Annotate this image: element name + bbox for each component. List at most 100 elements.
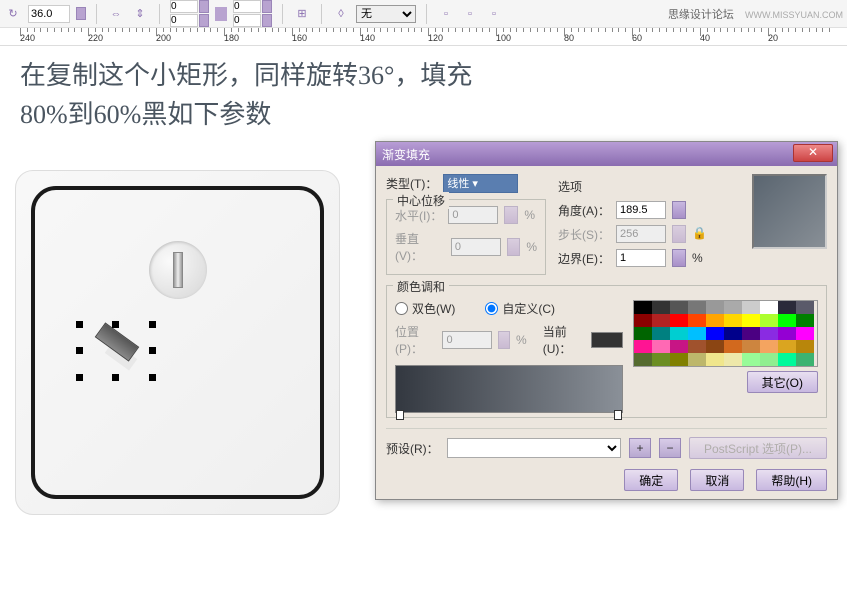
other-colors-button[interactable]: 其它(O) [747,371,818,393]
handle-tr[interactable] [149,321,156,328]
handle-ml[interactable] [76,347,83,354]
align-icon[interactable]: ⊞ [293,5,311,23]
color-swatch[interactable] [688,353,706,366]
cancel-button[interactable]: 取消 [690,469,744,491]
mirror-v-icon[interactable]: ⇕ [131,5,149,23]
outline-select[interactable]: 无 [356,5,416,23]
x2-input[interactable] [233,0,261,13]
color-swatch[interactable] [670,301,688,314]
current-color-swatch[interactable] [591,332,623,348]
color-swatch[interactable] [706,301,724,314]
color-swatch[interactable] [634,353,652,366]
handle-br[interactable] [149,374,156,381]
close-button[interactable]: ✕ [793,144,833,162]
color-swatch[interactable] [670,314,688,327]
color-swatch[interactable] [724,314,742,327]
rotation-input[interactable] [28,5,70,23]
color-swatch[interactable] [742,340,760,353]
color-swatch[interactable] [634,327,652,340]
color-swatch[interactable] [688,301,706,314]
lock-icon[interactable] [215,7,227,21]
color-swatch[interactable] [634,340,652,353]
remove-preset-button[interactable]: − [659,438,681,458]
handle-mr[interactable] [149,347,156,354]
color-swatch[interactable] [796,301,814,314]
color-swatch[interactable] [688,340,706,353]
edge-input[interactable] [616,249,666,267]
color-swatch[interactable] [796,314,814,327]
edge-spinner[interactable] [672,249,686,267]
color-swatch[interactable] [742,353,760,366]
color-swatch[interactable] [670,340,688,353]
color-swatch[interactable] [778,314,796,327]
add-preset-button[interactable]: + [629,438,651,458]
x1-spinner[interactable] [199,0,209,13]
gradient-stop-1[interactable] [396,410,404,420]
color-swatch[interactable] [742,314,760,327]
gradient-editor[interactable] [395,365,623,413]
steps-lock-icon[interactable]: 🔒 [692,226,708,242]
rounded-frame [31,186,324,499]
color-swatch[interactable] [634,301,652,314]
color-swatch[interactable] [652,301,670,314]
color-swatch[interactable] [760,327,778,340]
postscript-button: PostScript 选项(P)... [689,437,827,459]
color-swatch[interactable] [706,314,724,327]
handle-tl[interactable] [76,321,83,328]
dialog-titlebar[interactable]: 渐变填充 ✕ [376,142,837,166]
help-button[interactable]: 帮助(H) [756,469,827,491]
x1-input[interactable] [170,0,198,13]
angle-input[interactable] [616,201,666,219]
tool2-icon[interactable]: ▫ [461,5,479,23]
handle-bc[interactable] [112,374,119,381]
color-swatch[interactable] [760,301,778,314]
color-swatch[interactable] [724,327,742,340]
color-swatch[interactable] [724,353,742,366]
color-swatch[interactable] [760,353,778,366]
type-select[interactable]: 线性 ▾ [443,174,518,193]
color-swatch[interactable] [796,340,814,353]
y1-input[interactable] [170,14,198,27]
color-swatch[interactable] [778,301,796,314]
color-swatch[interactable] [652,327,670,340]
color-swatch[interactable] [706,340,724,353]
tool3-icon[interactable]: ▫ [485,5,503,23]
x2-spinner[interactable] [262,0,272,13]
color-swatch[interactable] [670,353,688,366]
handle-bl[interactable] [76,374,83,381]
y2-spinner[interactable] [262,14,272,27]
color-swatch[interactable] [724,340,742,353]
y1-spinner[interactable] [199,14,209,27]
color-swatch[interactable] [688,314,706,327]
color-swatch[interactable] [706,353,724,366]
color-swatch[interactable] [796,327,814,340]
rotation-spinner[interactable] [76,7,86,20]
mirror-h-icon[interactable]: ⇔ [107,5,125,23]
handle-tc[interactable] [112,321,119,328]
color-swatch[interactable] [706,327,724,340]
color-swatch[interactable] [652,340,670,353]
preset-select[interactable] [447,438,621,458]
color-swatch[interactable] [742,301,760,314]
ok-button[interactable]: 确定 [624,469,678,491]
color-swatch[interactable] [652,314,670,327]
color-swatch[interactable] [778,353,796,366]
color-swatch[interactable] [760,314,778,327]
color-swatch[interactable] [760,340,778,353]
color-swatch[interactable] [688,327,706,340]
y2-input[interactable] [233,14,261,27]
color-swatch[interactable] [796,353,814,366]
custom-radio[interactable]: 自定义(C) [485,300,555,317]
color-swatch[interactable] [742,327,760,340]
selected-object[interactable] [76,321,156,381]
gradient-stop-2[interactable] [614,410,622,420]
angle-spinner[interactable] [672,201,686,219]
color-swatch[interactable] [670,327,688,340]
two-color-radio[interactable]: 双色(W) [395,300,455,317]
color-swatch[interactable] [634,314,652,327]
tool1-icon[interactable]: ▫ [437,5,455,23]
color-swatch[interactable] [652,353,670,366]
color-swatch[interactable] [778,327,796,340]
color-swatch[interactable] [778,340,796,353]
color-swatch[interactable] [724,301,742,314]
